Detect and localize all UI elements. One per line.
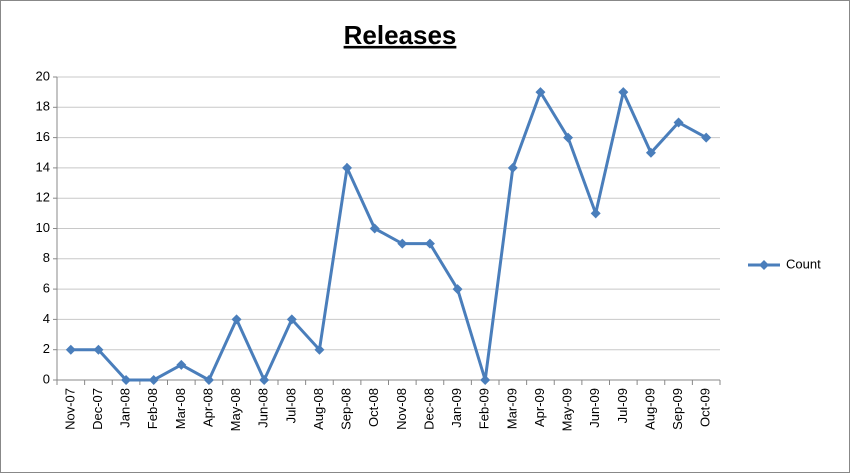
y-tick-label: 10 [36, 220, 50, 235]
x-tick-label: Mar-08 [173, 388, 188, 429]
marker [480, 375, 491, 385]
marker [673, 117, 684, 128]
marker [369, 223, 380, 234]
marker [176, 359, 187, 370]
legend-marker [759, 260, 769, 270]
x-tick-label: Jul-08 [283, 388, 298, 423]
marker [342, 162, 353, 173]
x-tick-label: Jan-09 [449, 388, 464, 428]
x-tick-label: Jul-09 [615, 388, 630, 423]
y-tick-label: 12 [36, 190, 50, 205]
marker [148, 375, 159, 385]
x-tick-label: May-08 [228, 388, 243, 431]
x-tick-label: Sep-09 [670, 388, 685, 430]
y-tick-label: 18 [36, 99, 50, 114]
y-tick-label: 4 [43, 311, 50, 326]
marker [590, 208, 601, 219]
x-tick-label: Mar-09 [504, 388, 519, 429]
marker [645, 147, 656, 158]
y-tick-label: 20 [36, 68, 50, 83]
marker [452, 284, 463, 295]
x-tick-label: Jan-08 [118, 388, 133, 428]
x-tick-label: Jun-08 [256, 388, 271, 428]
y-tick-label: 16 [36, 129, 50, 144]
marker [259, 375, 270, 385]
x-tick-label: May-09 [560, 388, 575, 431]
marker [563, 132, 574, 143]
x-tick-label: Dec-08 [421, 388, 436, 430]
marker [397, 238, 408, 249]
line [70, 87, 707, 384]
x-tick-label: Nov-07 [62, 388, 77, 430]
chart-title: Releases [344, 20, 457, 50]
marker [203, 375, 214, 385]
x-tick-label: Feb-08 [145, 388, 160, 429]
x-tick-label: Jun-09 [587, 388, 602, 428]
x-tick-label: Oct-08 [366, 388, 381, 427]
x-tick-label: Nov-08 [394, 388, 409, 430]
marker [535, 87, 546, 98]
y-tick-label: 8 [43, 250, 50, 265]
marker [231, 314, 242, 325]
y-tick-label: 2 [43, 341, 50, 356]
x-tick-label: Sep-08 [339, 388, 354, 430]
marker [286, 314, 297, 325]
x-tick-label: Apr-08 [200, 388, 215, 427]
x-tick-label: Aug-09 [642, 388, 657, 430]
marker [93, 344, 104, 355]
marker [121, 375, 132, 385]
marker [701, 132, 712, 143]
y-tick-label: 6 [43, 281, 50, 296]
x-tick-label: Apr-09 [532, 388, 547, 427]
y-tick-label: 0 [43, 371, 50, 386]
marker [65, 344, 76, 355]
marker [507, 162, 518, 173]
x-tick-label: Aug-08 [311, 388, 326, 430]
marker [424, 238, 435, 249]
y-tick-label: 14 [36, 159, 50, 174]
x-tick-label: Feb-09 [477, 388, 492, 429]
x-tick-label: Dec-07 [90, 388, 105, 430]
marker [618, 87, 629, 98]
marker [314, 344, 325, 355]
x-tick-label: Oct-09 [698, 388, 713, 427]
legend-label: Count [786, 256, 821, 271]
